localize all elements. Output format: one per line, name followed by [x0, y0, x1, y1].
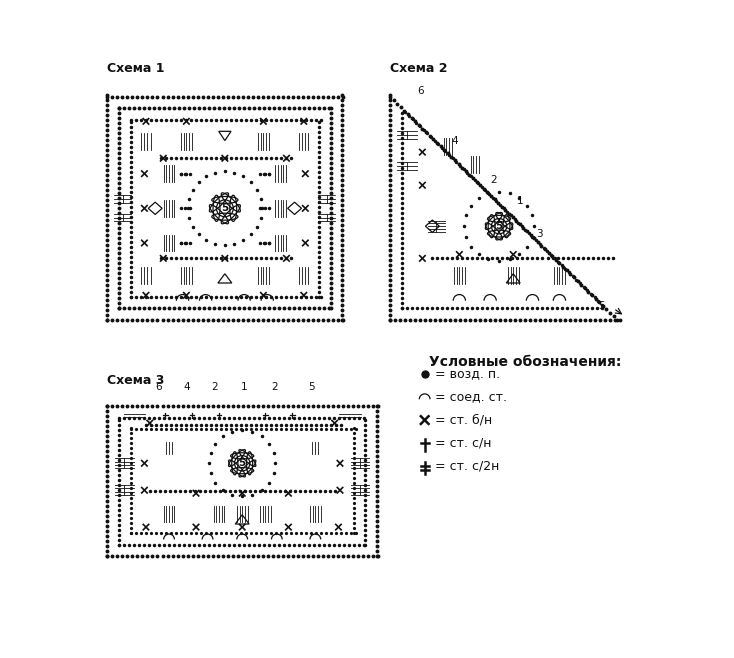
Text: 5: 5: [308, 382, 315, 392]
Text: 1: 1: [517, 195, 524, 205]
Text: 5: 5: [221, 203, 228, 213]
Text: 6: 6: [156, 382, 162, 392]
Text: = ст. с/2н: = ст. с/2н: [435, 460, 500, 472]
Text: 2: 2: [490, 175, 497, 185]
Text: = ст. с/н: = ст. с/н: [435, 437, 492, 449]
Text: 3: 3: [537, 229, 543, 239]
Text: 2: 2: [211, 382, 218, 392]
Text: 6: 6: [417, 86, 424, 95]
Text: Схема 2: Схема 2: [390, 62, 448, 75]
Text: Схема 1: Схема 1: [107, 62, 165, 75]
Text: Схема 3: Схема 3: [107, 374, 165, 387]
Text: 2: 2: [272, 382, 278, 392]
Text: 4: 4: [184, 382, 190, 392]
Text: 5: 5: [495, 221, 503, 231]
Text: 1: 1: [241, 382, 248, 392]
Text: 5: 5: [598, 301, 605, 311]
Text: 4: 4: [451, 136, 458, 146]
Text: Условные обозначения:: Условные обозначения:: [429, 355, 621, 368]
Text: = ст. б/н: = ст. б/н: [435, 414, 493, 426]
Text: = возд. п.: = возд. п.: [435, 367, 501, 380]
Text: = соед. ст.: = соед. ст.: [435, 390, 507, 403]
Text: 5: 5: [239, 458, 246, 468]
